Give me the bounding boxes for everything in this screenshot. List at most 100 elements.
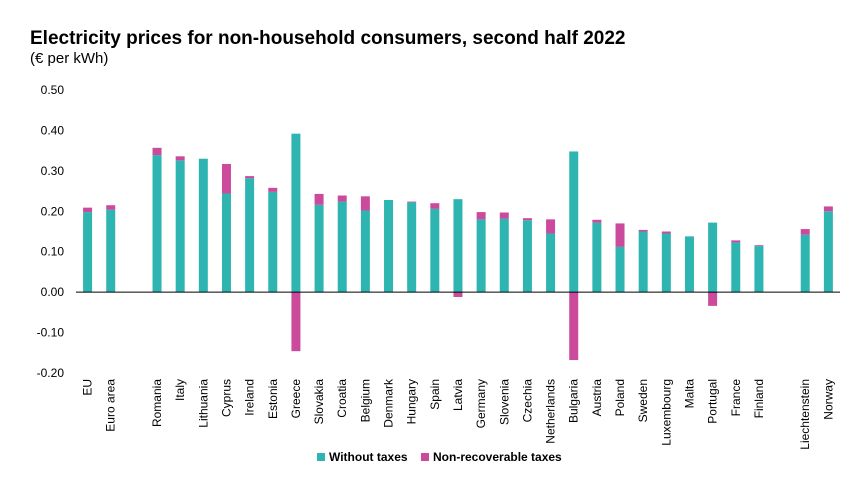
bar-without-taxes-poland <box>615 246 625 293</box>
bar-without-taxes-hungary <box>407 202 417 293</box>
bar-without-taxes-slovakia <box>314 204 324 293</box>
bar-without-taxes-italy <box>175 160 185 293</box>
x-tick-label-netherlands: Netherlands <box>544 379 558 444</box>
bar-without-taxes-france <box>731 242 741 293</box>
bar-non-recoverable-taxes-italy <box>175 156 185 161</box>
bar-without-taxes-slovenia <box>499 218 509 293</box>
y-tick-label: 0.20 <box>41 204 65 218</box>
x-tick-label-portugal: Portugal <box>706 379 720 424</box>
x-tick-label-sweden: Sweden <box>636 379 650 422</box>
bar-without-taxes-norway <box>823 211 833 293</box>
x-tick-label-finland: Finland <box>752 379 766 418</box>
bar-without-taxes-finland <box>754 246 764 293</box>
x-tick-label-czechia: Czechia <box>520 379 534 423</box>
bar-without-taxes-croatia <box>337 201 347 293</box>
bar-non-recoverable-taxes-norway <box>823 206 833 212</box>
bar-non-recoverable-taxes-czechia <box>522 218 532 221</box>
y-tick-label: -0.20 <box>37 366 65 380</box>
bar-non-recoverable-taxes-portugal <box>708 292 718 306</box>
bar-without-taxes-germany <box>476 219 486 293</box>
y-tick-label: 0.30 <box>41 164 65 178</box>
bar-without-taxes-denmark <box>384 199 394 293</box>
bar-without-taxes-portugal <box>708 222 718 293</box>
x-tick-label-hungary: Hungary <box>405 379 419 424</box>
bar-without-taxes-bulgaria <box>569 151 579 293</box>
x-tick-label-poland: Poland <box>613 379 627 416</box>
x-tick-label-belgium: Belgium <box>358 379 372 422</box>
bar-non-recoverable-taxes-slovakia <box>314 193 324 205</box>
bar-without-taxes-malta <box>684 236 694 293</box>
bar-non-recoverable-taxes-slovenia <box>499 212 509 219</box>
bar-without-taxes-cyprus <box>221 193 231 293</box>
x-tick-label-denmark: Denmark <box>382 378 396 428</box>
y-axis: 0.50 0.40 0.30 0.20 0.10 0.00 -0.10 -0.20 <box>37 83 65 380</box>
x-tick-label-luxembourg: Luxembourg <box>659 379 673 446</box>
y-tick-label: 0.00 <box>41 285 65 299</box>
y-tick-label: -0.10 <box>37 326 65 340</box>
bar-non-recoverable-taxes-sweden <box>638 229 648 232</box>
x-tick-label-france: France <box>729 379 743 417</box>
bar-without-taxes-romania <box>152 155 162 293</box>
bar-without-taxes-lithuania <box>198 158 208 293</box>
legend-label-non-recoverable-taxes: Non-recoverable taxes <box>433 450 562 464</box>
bar-non-recoverable-taxes-hungary <box>407 201 417 203</box>
x-tick-label-estonia: Estonia <box>266 379 280 419</box>
x-tick-label-germany: Germany <box>474 379 488 428</box>
bar-without-taxes-luxembourg <box>661 233 671 293</box>
bar-non-recoverable-taxes-belgium <box>360 196 370 211</box>
x-tick-label-spain: Spain <box>428 379 442 410</box>
bar-non-recoverable-taxes-luxembourg <box>661 231 671 234</box>
bar-non-recoverable-taxes-ireland <box>245 176 255 179</box>
x-tick-label-euro-area: Euro area <box>104 379 118 432</box>
bar-non-recoverable-taxes-latvia <box>453 292 463 297</box>
bar-non-recoverable-taxes-euro-area <box>106 205 116 210</box>
legend-swatch-without-taxes <box>317 453 325 461</box>
bar-without-taxes-ireland <box>245 178 255 293</box>
bar-non-recoverable-taxes-poland <box>615 223 625 247</box>
bar-non-recoverable-taxes-bulgaria <box>569 292 579 361</box>
bar-non-recoverable-taxes-romania <box>152 147 162 156</box>
x-tick-label-latvia: Latvia <box>451 379 465 411</box>
x-axis: EU Euro area Romania Italy Lithuania Cyprus Ir… <box>81 378 836 450</box>
x-tick-label-cyprus: Cyprus <box>219 379 233 417</box>
bar-non-recoverable-taxes-liechtenstein <box>800 229 810 235</box>
bar-without-taxes-czechia <box>522 220 532 293</box>
bar-without-taxes-sweden <box>638 231 648 293</box>
x-tick-label-bulgaria: Bulgaria <box>567 379 581 423</box>
bar-non-recoverable-taxes-finland <box>754 245 764 247</box>
bar-non-recoverable-taxes-netherlands <box>546 219 556 234</box>
bar-without-taxes-liechtenstein <box>800 234 810 293</box>
x-tick-label-eu: EU <box>81 379 95 396</box>
bar-without-taxes-spain <box>430 208 440 293</box>
bar-non-recoverable-taxes-germany <box>476 212 486 220</box>
x-tick-label-austria: Austria <box>590 379 604 417</box>
x-tick-label-croatia: Croatia <box>335 379 349 418</box>
legend-label-without-taxes: Without taxes <box>329 450 408 464</box>
bar-non-recoverable-taxes-spain <box>430 203 440 209</box>
x-tick-label-italy: Italy <box>173 379 187 401</box>
x-tick-label-liechtenstein: Liechtenstein <box>798 379 812 450</box>
bar-without-taxes-austria <box>592 222 602 293</box>
legend-swatch-non-recoverable-taxes <box>421 453 429 461</box>
bar-non-recoverable-taxes-estonia <box>268 187 278 192</box>
bar-without-taxes-greece <box>291 133 301 293</box>
bar-without-taxes-eu <box>83 212 93 293</box>
x-tick-label-romania: Romania <box>150 379 164 427</box>
bar-non-recoverable-taxes-croatia <box>337 195 347 202</box>
bar-non-recoverable-taxes-france <box>731 240 741 243</box>
y-tick-label: 0.40 <box>41 123 65 137</box>
bars <box>76 133 840 361</box>
x-tick-label-norway: Norway <box>821 379 835 420</box>
bar-non-recoverable-taxes-eu <box>83 207 93 213</box>
bar-without-taxes-netherlands <box>546 233 556 293</box>
bar-without-taxes-estonia <box>268 191 278 293</box>
bar-non-recoverable-taxes-austria <box>592 219 602 223</box>
x-tick-label-malta: Malta <box>682 379 696 409</box>
x-tick-label-greece: Greece <box>289 379 303 419</box>
x-tick-label-slovenia: Slovenia <box>497 379 511 425</box>
x-tick-label-slovakia: Slovakia <box>312 379 326 425</box>
bar-non-recoverable-taxes-greece <box>291 292 301 352</box>
bar-without-taxes-latvia <box>453 199 463 293</box>
y-tick-label: 0.50 <box>41 83 65 97</box>
x-tick-label-lithuania: Lithuania <box>196 379 210 428</box>
